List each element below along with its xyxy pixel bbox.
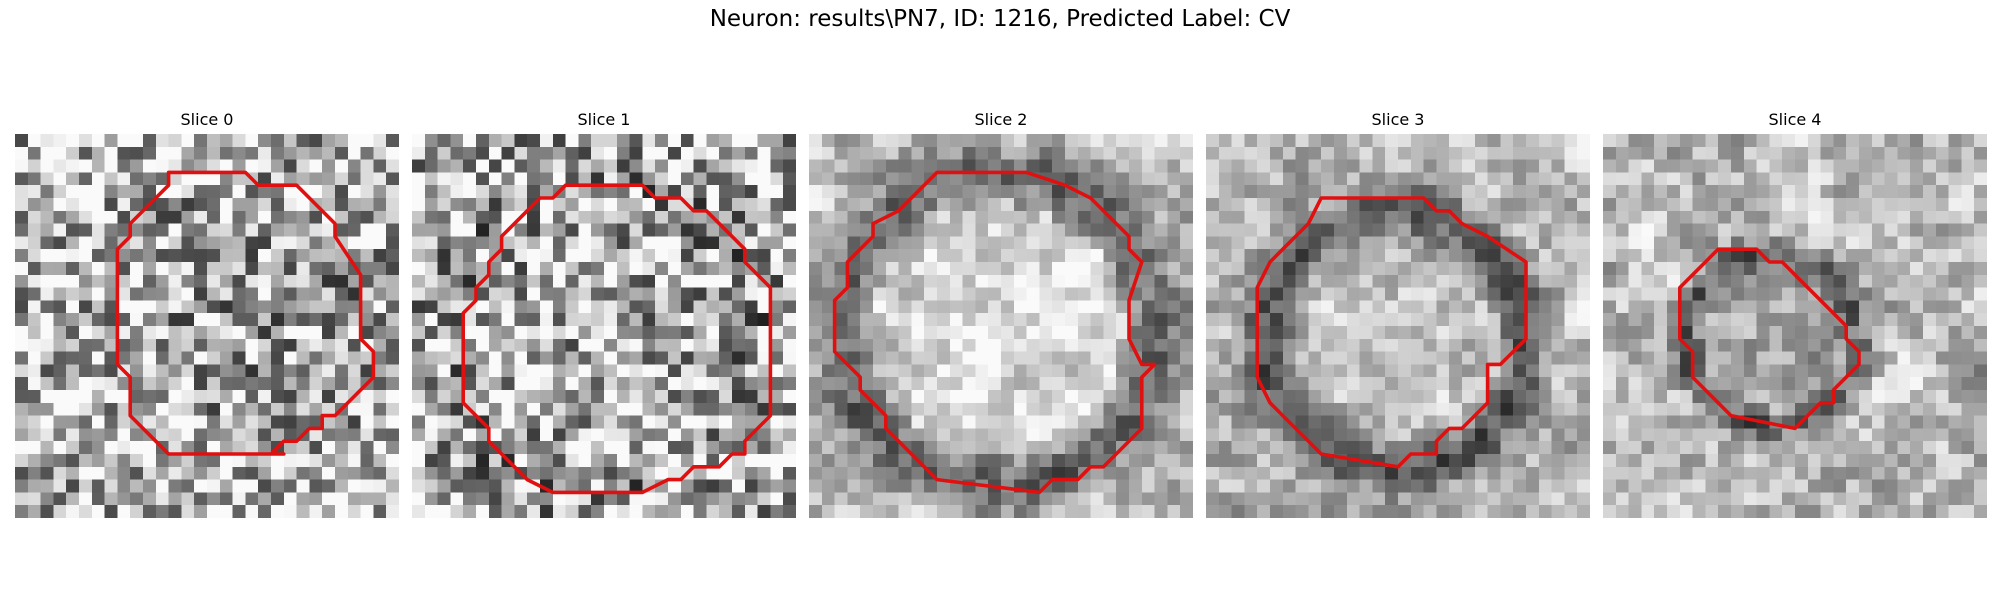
slice-title-3: Slice 3: [1371, 110, 1425, 129]
slice-panel-0: Slice 0: [15, 108, 399, 518]
figure-title: Neuron: results\PN7, ID: 1216, Predicted…: [709, 6, 1291, 32]
slice-title-4: Slice 4: [1768, 110, 1822, 129]
slice-pixels-2: [809, 134, 1193, 518]
slice-panel-4: Slice 4: [1603, 108, 1987, 518]
slice-image-1: [412, 134, 796, 518]
slice-image-4: [1603, 134, 1987, 518]
slice-title-1: Slice 1: [577, 110, 631, 129]
neuron-outline-4: [1678, 247, 1861, 431]
slice-panel-1: Slice 1: [412, 108, 796, 518]
slice-panel-2: Slice 2: [809, 108, 1193, 518]
slice-pixels-4: [1603, 134, 1987, 518]
neuron-outline-1: [461, 183, 773, 495]
neuron-outline-0: [115, 170, 376, 456]
neuron-outline-3: [1255, 196, 1528, 469]
slice-image-2: [809, 134, 1193, 518]
slice-title-0: Slice 0: [180, 110, 234, 129]
slice-image-0: [15, 134, 399, 518]
neuron-outline-2: [832, 170, 1157, 495]
slice-image-3: [1206, 134, 1590, 518]
slice-title-2: Slice 2: [974, 110, 1028, 129]
slice-pixels-1: [412, 134, 796, 518]
slice-pixels-3: [1206, 134, 1590, 518]
slice-pixels-0: [15, 134, 399, 518]
slice-panel-3: Slice 3: [1206, 108, 1590, 518]
